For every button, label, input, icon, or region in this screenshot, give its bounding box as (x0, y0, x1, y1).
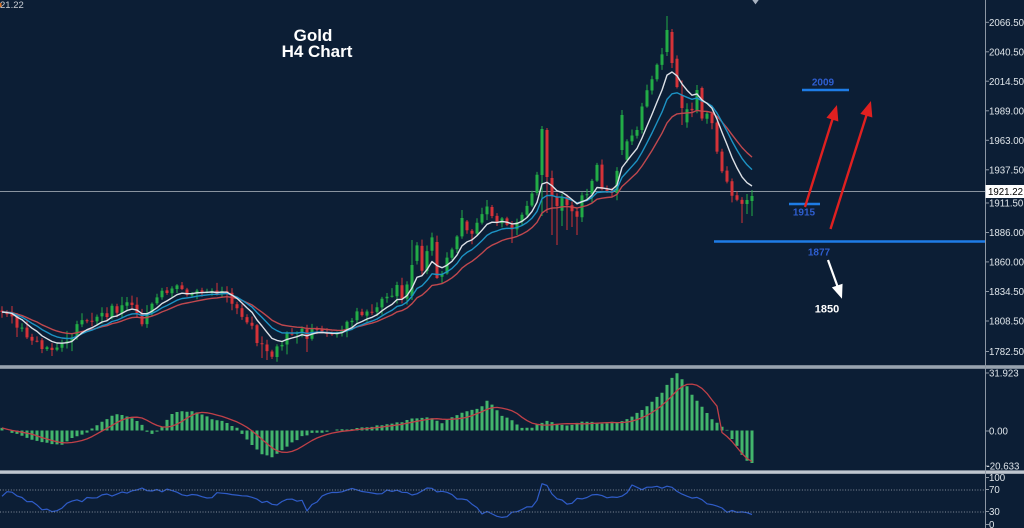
svg-text:1782.50: 1782.50 (989, 347, 1024, 358)
svg-text:1921.22: 1921.22 (988, 187, 1023, 198)
svg-text:1915: 1915 (793, 208, 816, 219)
svg-text:1860.00: 1860.00 (989, 258, 1024, 269)
svg-text:1834.50: 1834.50 (989, 287, 1024, 298)
svg-text:2066.50: 2066.50 (989, 18, 1024, 29)
svg-text:1886.00: 1886.00 (989, 228, 1024, 239)
svg-text:30: 30 (989, 507, 1000, 518)
svg-text:1911.50: 1911.50 (989, 199, 1024, 210)
svg-text:1963.00: 1963.00 (989, 136, 1024, 147)
svg-text:H4 Chart: H4 Chart (282, 42, 353, 61)
svg-text:1850: 1850 (815, 304, 839, 316)
svg-text:2014.50: 2014.50 (989, 77, 1024, 88)
svg-text:100: 100 (989, 473, 1006, 484)
svg-text:0.00: 0.00 (989, 427, 1008, 438)
svg-text:1937.50: 1937.50 (989, 165, 1024, 176)
svg-text:1877: 1877 (808, 248, 831, 259)
svg-text:-20.633: -20.633 (987, 462, 1020, 473)
svg-text:1989.00: 1989.00 (989, 106, 1024, 117)
svg-text:31.923: 31.923 (989, 369, 1019, 380)
svg-text:1808.50: 1808.50 (989, 317, 1024, 328)
svg-text:70: 70 (989, 485, 1000, 496)
svg-text:2040.50: 2040.50 (989, 47, 1024, 58)
svg-text:21.22: 21.22 (0, 0, 24, 11)
svg-text:2009: 2009 (812, 78, 835, 89)
svg-text:Gold: Gold (294, 26, 333, 45)
svg-text:0: 0 (989, 520, 995, 528)
